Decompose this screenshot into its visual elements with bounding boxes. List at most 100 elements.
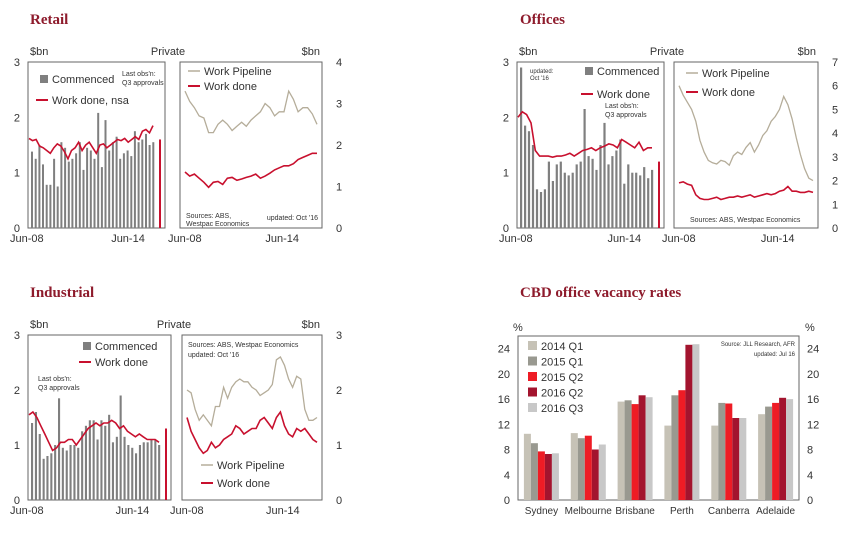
chart-2-ytick-left-2: 2 [14, 385, 20, 397]
chart-2-bar-33 [158, 445, 161, 500]
chart-3-ylabel-right: % [805, 322, 815, 334]
chart-2-legend-right-workdone: Work done [217, 478, 270, 490]
chart-0-bar-4 [45, 184, 48, 228]
chart-3-ytick-right-1: 4 [807, 470, 813, 482]
chart-3-ytick-right-2: 8 [807, 445, 813, 457]
chart-0-ytick-left-2: 2 [14, 112, 20, 124]
chart-2-bar-31 [150, 439, 153, 500]
chart-2-right-line-0 [186, 356, 318, 428]
chart-1-ytick-left-1: 1 [503, 168, 509, 180]
chart-2-bar-19 [104, 425, 107, 501]
chart-3-bar-2-3 [638, 395, 646, 500]
chart-3-bar-4-1 [718, 402, 726, 500]
chart-0-header: Private [151, 46, 185, 58]
chart-2-bar-25 [127, 445, 130, 500]
chart-0-bar-27 [130, 156, 133, 228]
chart-1-bar-22 [607, 164, 610, 228]
chart-1-bar-30 [639, 175, 642, 228]
chart-3-bar-2-1 [624, 400, 632, 500]
chart-3-bar-2-4 [645, 397, 653, 500]
chart-1-legend-right-workdone: Work done [702, 87, 755, 99]
chart-2-bar-32 [154, 439, 157, 500]
chart-0-bar-18 [97, 112, 100, 228]
chart-1-ytick-right-6: 6 [832, 81, 838, 93]
chart-0-legend-pipeline: Work Pipeline [204, 66, 272, 78]
chart-1-bar-19 [595, 169, 598, 228]
chart-3-ytick-left-3: 12 [498, 419, 510, 431]
chart-0-right-frame [179, 61, 323, 229]
chart-2-legend-commenced-swatch [83, 342, 91, 350]
chart-1-bar-18 [591, 158, 594, 228]
chart-2-bar-16 [92, 420, 95, 501]
chart-1-updated-1: Oct '16 [530, 76, 549, 82]
chart-3-bar-5-3 [779, 397, 787, 500]
chart-1-approvals-bar [658, 161, 660, 228]
chart-2-xtick-right-0: Jun-08 [170, 505, 204, 517]
chart-2-right-line-1 [186, 410, 318, 455]
chart-1-bar-26 [623, 183, 626, 228]
chart-1-bar-1 [524, 125, 527, 228]
chart-0-bar-6 [53, 158, 56, 228]
chart-3-bar-5-0 [758, 414, 766, 500]
chart-2-right-frame [181, 334, 323, 501]
chart-1-bar-32 [647, 178, 650, 228]
chart-2-bar-6 [54, 445, 57, 500]
chart-2-bar-3 [42, 458, 45, 501]
chart-3-category-1: Melbourne [565, 506, 613, 517]
chart-1-ytick-right-7: 7 [832, 57, 838, 69]
chart-3-bar-0-4 [551, 453, 559, 500]
chart-3-ytick-right-5: 20 [807, 369, 819, 381]
chart-1-bar-7 [547, 161, 550, 228]
offices-title: Offices [520, 12, 565, 28]
chart-0-bar-19 [100, 167, 103, 228]
chart-0-bar-17 [93, 158, 96, 228]
chart-3-bar-0-0 [523, 433, 531, 500]
chart-1-xtick-left-1: Jun-14 [607, 233, 641, 245]
chart-0-ytick-left-0: 0 [14, 223, 20, 235]
chart-3-bar-5-1 [765, 406, 773, 500]
chart-1-bar-4 [535, 189, 539, 228]
chart-1-xtick-right-0: Jun-08 [662, 233, 696, 245]
chart-1-legend-workdone: Work done [597, 89, 650, 101]
chart-3-bar-5-4 [786, 399, 794, 500]
chart-1-bar-14 [575, 164, 578, 228]
chart-1-bar-15 [579, 161, 582, 228]
chart-2-ytick-right-3: 3 [336, 330, 342, 342]
chart-3-bar-0-1 [530, 443, 538, 500]
chart-2-updated: updated: Oct '16 [188, 352, 239, 359]
chart-2-bar-4 [46, 456, 49, 500]
chart-0-approvals-bar [159, 139, 161, 228]
chart-2-bar-8 [61, 447, 64, 501]
chart-1-bar-6 [543, 189, 546, 228]
chart-1-source-0: Sources: ABS, Westpac Economics [690, 217, 801, 224]
chart-0-bar-10 [67, 161, 70, 228]
chart-0-legend-right-workdone: Work done [204, 81, 257, 93]
chart-3-bar-5-2 [772, 402, 780, 500]
chart-2-bar-17 [96, 439, 99, 500]
chart-3-bar-4-3 [732, 418, 740, 500]
chart-2-bar-22 [115, 436, 118, 501]
chart-3-bar-2-2 [631, 404, 639, 500]
chart-0-bar-0 [31, 151, 33, 228]
chart-2-left-work-done-line [28, 410, 160, 452]
chart-0-ytick-right-0: 0 [336, 223, 342, 235]
chart-3-bar-0-3 [544, 454, 552, 500]
chart-2-bar-12 [77, 447, 80, 501]
chart-2-approvals-bar [165, 428, 167, 500]
chart-0-bar-21 [108, 150, 111, 228]
chart-1-legend-pipeline: Work Pipeline [702, 68, 770, 80]
chart-1-bar-29 [635, 172, 638, 228]
chart-1-legend-commenced-swatch [585, 67, 593, 75]
chart-1-bar-24 [615, 150, 618, 228]
chart-3-ytick-left-5: 20 [498, 369, 510, 381]
chart-1-bar-20 [599, 145, 602, 228]
industrial-title: Industrial [30, 285, 95, 301]
chart-2-bar-29 [142, 442, 145, 501]
chart-0-bar-12 [75, 153, 78, 228]
chart-3-ytick-right-4: 16 [807, 394, 819, 406]
chart-0-bar-3 [42, 164, 44, 228]
chart-2-bar-5 [50, 453, 53, 501]
chart-0-bar-31 [145, 133, 147, 228]
chart-1-ytick-right-5: 5 [832, 104, 838, 116]
chart-0-bar-30 [141, 139, 144, 228]
